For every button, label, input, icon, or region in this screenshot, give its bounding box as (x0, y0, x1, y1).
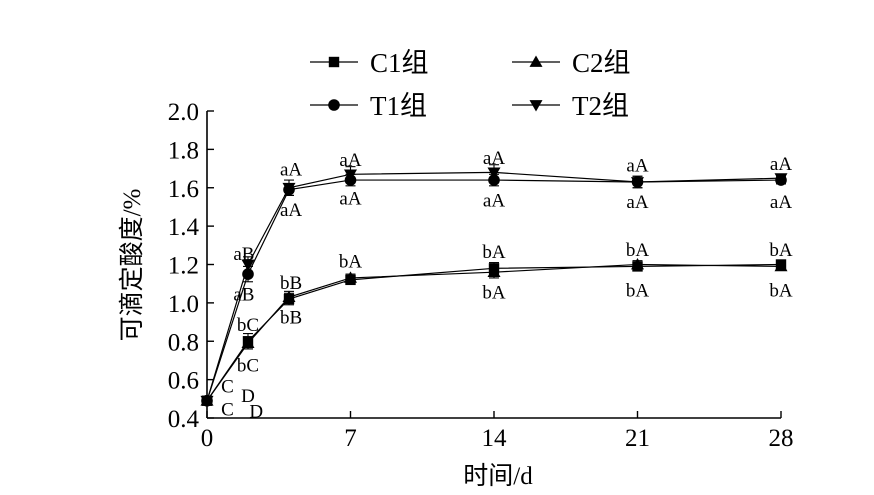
legend-entry-4: T2组 (512, 91, 629, 121)
annotation-17: bA (482, 242, 506, 263)
annotation-22: bA (626, 280, 650, 301)
annotation-13: aA (339, 188, 361, 209)
x-tick-label-7: 7 (344, 425, 357, 452)
annotation-26: bA (769, 280, 793, 301)
annotation-4: aB (233, 244, 254, 265)
series-3-point-1 (242, 268, 254, 280)
series-4 (200, 164, 788, 408)
legend-label-2: C2组 (572, 48, 631, 78)
series-layer (200, 164, 788, 408)
y-tick-label-1.0: 1.0 (168, 291, 199, 318)
annotation-8: aA (280, 160, 302, 181)
annotation-14: bA (339, 252, 363, 273)
series-2 (200, 258, 788, 406)
series-4-point-5 (631, 177, 644, 189)
legend-entry-2: C2组 (512, 48, 631, 78)
series-2-point-1 (241, 336, 255, 349)
x-tick-label-0: 0 (201, 425, 214, 452)
series-2-point-5 (631, 258, 644, 270)
legend-marker-4 (529, 100, 543, 112)
annotation-2: D (241, 386, 255, 407)
y-axis-title: 可滴定酸度/% (118, 189, 146, 342)
series-2-point-4 (487, 265, 501, 278)
legend-marker-3 (328, 99, 340, 111)
x-tick-label-28: 28 (769, 425, 794, 452)
x-axis-title: 时间/d (463, 462, 533, 490)
annotation-7: bC (237, 355, 259, 376)
annotation-20: aA (626, 192, 648, 213)
annotation-5: aB (233, 284, 254, 305)
annotation-18: bA (482, 282, 506, 303)
annotation-12: aA (339, 150, 361, 171)
annotation-3: D (249, 401, 263, 422)
series-4-point-2 (282, 182, 296, 195)
series-4-point-3 (344, 169, 357, 181)
series-2-point-3 (344, 271, 357, 283)
legend-label-1: C1组 (370, 48, 429, 78)
legend-marker-2 (529, 55, 543, 67)
legend-label-3: T1组 (370, 91, 427, 121)
annotation-10: bB (280, 273, 302, 294)
annotation-24: aA (770, 192, 792, 213)
legend-marker-1 (328, 56, 340, 68)
x-tick-label-21: 21 (625, 425, 650, 452)
legend-label-4: T2组 (572, 91, 629, 121)
annotation-23: aA (770, 154, 792, 175)
series-4-point-4 (487, 167, 501, 179)
series-2-point-6 (774, 259, 788, 272)
y-tick-label-1.8: 1.8 (168, 137, 199, 164)
series-4-point-6 (774, 173, 788, 185)
y-tick-label-1.4: 1.4 (168, 214, 200, 241)
annotation-6: bC (237, 315, 259, 336)
series-4-point-1 (241, 259, 255, 271)
y-tick-label-1.2: 1.2 (168, 253, 199, 280)
annotation-11: bB (280, 307, 302, 328)
series-2-point-2 (282, 290, 296, 302)
y-tick-label-1.6: 1.6 (168, 176, 199, 203)
legend-entry-3: T1组 (310, 91, 427, 121)
annotation-0: C (221, 376, 234, 397)
annotation-15: aA (483, 148, 505, 169)
ticks: 0 7 14 21 28 0.4 0.6 0.8 1.0 1.2 1.4 1.6 1.8 2.0 (168, 99, 794, 452)
annotation-25: bA (769, 240, 793, 261)
x-tick-label-14: 14 (482, 425, 508, 452)
annotation-1: C (221, 399, 234, 420)
legend: C1组 C2组 T1组 T2组 (310, 48, 631, 121)
annotation-9: aA (280, 200, 302, 221)
legend-entry-1: C1组 (310, 48, 429, 78)
y-tick-label-0.6: 0.6 (168, 368, 199, 395)
y-tick-label-0.4: 0.4 (168, 406, 200, 433)
y-tick-label-2.0: 2.0 (168, 99, 199, 126)
y-tick-label-0.8: 0.8 (168, 329, 199, 356)
annotation-21: bA (626, 240, 650, 261)
annotation-16: aA (483, 190, 505, 211)
annotation-19: aA (626, 156, 648, 177)
